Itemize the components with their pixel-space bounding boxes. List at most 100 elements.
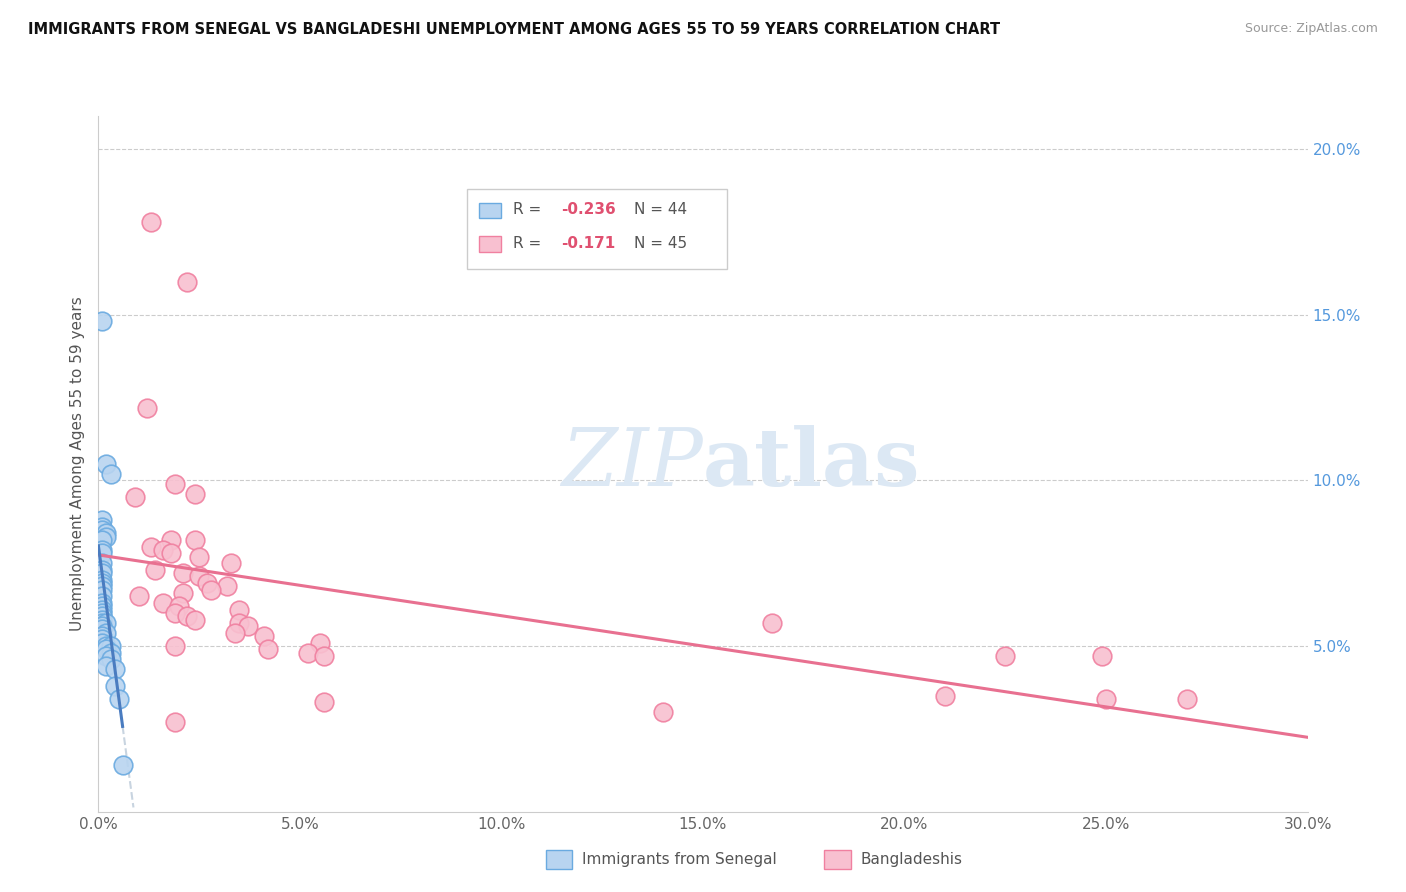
Point: [224, 625, 246, 640]
Point: [236, 619, 259, 633]
Point: [96, 457, 118, 471]
Point: [91, 596, 114, 610]
Point: [103, 679, 125, 693]
Point: [96, 615, 118, 630]
Point: [314, 648, 336, 663]
Point: [172, 566, 194, 581]
Point: [160, 533, 183, 547]
Point: [91, 615, 114, 630]
FancyBboxPatch shape: [479, 236, 501, 252]
Point: [91, 602, 114, 616]
Point: [100, 467, 122, 481]
Point: [91, 520, 114, 534]
Point: [143, 563, 166, 577]
Point: [91, 543, 114, 558]
Y-axis label: Unemployment Among Ages 55 to 59 years: Unemployment Among Ages 55 to 59 years: [70, 296, 86, 632]
Point: [188, 549, 211, 564]
Point: [91, 590, 114, 604]
Text: R =: R =: [513, 202, 547, 218]
Point: [96, 526, 118, 541]
FancyBboxPatch shape: [479, 203, 501, 219]
Point: [228, 602, 250, 616]
Point: [107, 692, 129, 706]
Point: [96, 639, 118, 653]
Point: [91, 582, 114, 597]
Text: -0.236: -0.236: [561, 202, 616, 218]
Text: Source: ZipAtlas.com: Source: ZipAtlas.com: [1244, 22, 1378, 36]
Text: N = 44: N = 44: [634, 202, 688, 218]
Point: [91, 573, 114, 587]
Point: [96, 530, 118, 544]
FancyBboxPatch shape: [824, 850, 851, 870]
Point: [152, 543, 174, 558]
Point: [761, 615, 783, 630]
Text: Bangladeshis: Bangladeshis: [860, 852, 962, 867]
Point: [188, 569, 211, 583]
Point: [994, 648, 1017, 663]
Point: [96, 625, 118, 640]
Point: [91, 606, 114, 620]
Point: [91, 533, 114, 547]
Point: [163, 476, 186, 491]
Point: [195, 576, 218, 591]
Point: [172, 586, 194, 600]
Point: [91, 513, 114, 527]
Point: [139, 540, 162, 554]
Point: [163, 606, 186, 620]
Point: [91, 546, 114, 560]
Point: [651, 706, 673, 720]
Point: [96, 648, 118, 663]
Point: [91, 623, 114, 637]
Text: atlas: atlas: [703, 425, 921, 503]
Point: [100, 646, 122, 660]
Point: [200, 582, 222, 597]
Point: [91, 619, 114, 633]
Point: [91, 636, 114, 650]
Point: [91, 566, 114, 581]
Point: [228, 615, 250, 630]
Point: [91, 314, 114, 328]
Text: R =: R =: [513, 235, 551, 251]
Point: [184, 486, 207, 500]
Point: [91, 629, 114, 643]
Point: [91, 556, 114, 570]
Point: [91, 576, 114, 591]
Point: [167, 599, 190, 614]
FancyBboxPatch shape: [467, 189, 727, 269]
Point: [314, 695, 336, 709]
Point: [124, 490, 146, 504]
Point: [91, 609, 114, 624]
FancyBboxPatch shape: [546, 850, 572, 870]
Text: N = 45: N = 45: [634, 235, 688, 251]
Point: [96, 659, 118, 673]
Point: [309, 636, 332, 650]
Point: [160, 546, 183, 560]
Point: [217, 579, 239, 593]
Point: [135, 401, 157, 415]
Point: [111, 758, 134, 772]
Point: [91, 563, 114, 577]
Point: [256, 642, 278, 657]
Point: [100, 639, 122, 653]
Point: [184, 613, 207, 627]
Point: [184, 533, 207, 547]
Text: ZIP: ZIP: [561, 425, 703, 502]
Point: [253, 629, 276, 643]
Point: [152, 596, 174, 610]
Point: [176, 275, 198, 289]
Point: [221, 556, 243, 570]
Text: IMMIGRANTS FROM SENEGAL VS BANGLADESHI UNEMPLOYMENT AMONG AGES 55 TO 59 YEARS CO: IMMIGRANTS FROM SENEGAL VS BANGLADESHI U…: [28, 22, 1000, 37]
Point: [91, 599, 114, 614]
Point: [1175, 692, 1198, 706]
Point: [176, 609, 198, 624]
Point: [91, 523, 114, 537]
Point: [163, 715, 186, 730]
Point: [297, 646, 319, 660]
Point: [91, 632, 114, 647]
Text: Immigrants from Senegal: Immigrants from Senegal: [582, 852, 778, 867]
Point: [128, 590, 150, 604]
Point: [1091, 648, 1114, 663]
Point: [96, 642, 118, 657]
Point: [934, 689, 956, 703]
Point: [91, 579, 114, 593]
